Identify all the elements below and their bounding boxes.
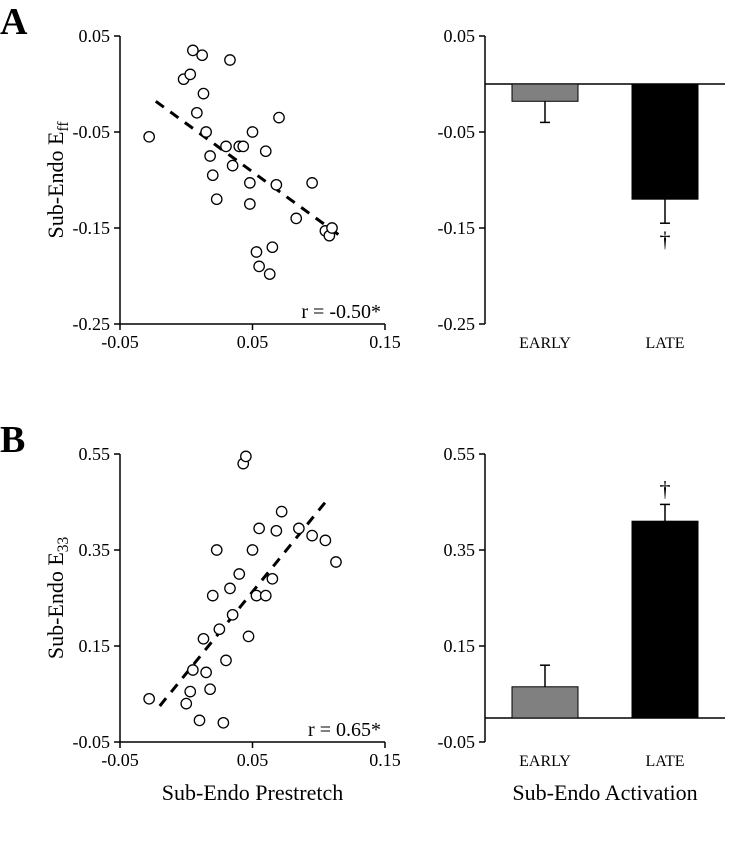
svg-text:LATE: LATE [645, 335, 684, 352]
svg-text:EARLY: EARLY [519, 335, 571, 352]
svg-text:-0.25: -0.25 [73, 314, 111, 334]
svg-text:EARLY: EARLY [519, 753, 571, 770]
svg-text:-0.05: -0.05 [438, 122, 476, 142]
svg-text:Sub-Endo E33: Sub-Endo E33 [45, 537, 72, 660]
svg-text:LATE: LATE [645, 753, 684, 770]
svg-text:0.55: 0.55 [444, 444, 476, 464]
svg-text:Sub-Endo Activation: Sub-Endo Activation [512, 780, 697, 805]
scatter-A: -0.25 -0.15 -0.05 0.05 -0.05 0.05 0.15 r = -0.5… [45, 24, 405, 374]
svg-text:0.35: 0.35 [79, 540, 111, 560]
scatter-B: -0.05 0.15 0.35 0.55 -0.05 0.05 0.15 r = 0.65* S… [45, 442, 405, 837]
svg-text:-0.05: -0.05 [101, 332, 139, 352]
svg-text:†: † [660, 476, 671, 501]
svg-text:-0.05: -0.05 [438, 732, 476, 752]
svg-text:0.05: 0.05 [444, 26, 476, 46]
svg-text:0.05: 0.05 [79, 26, 111, 46]
svg-text:0.05: 0.05 [237, 332, 269, 352]
svg-text:0.35: 0.35 [444, 540, 476, 560]
svg-text:-0.05: -0.05 [101, 750, 139, 770]
svg-text:r = -0.50*: r = -0.50* [301, 301, 381, 323]
panel-letter-B: B [0, 418, 25, 462]
panel-letter-A: A [0, 0, 27, 44]
bar-B: -0.05 0.15 0.35 0.55 EARLY LATE † Sub-Endo Acti… [420, 442, 740, 837]
svg-text:0.15: 0.15 [369, 332, 401, 352]
figure-root: A B -0.25 -0.15 -0.05 0.05 -0.05 0.05 0.15 r = … [0, 0, 748, 853]
bar-A: -0.25 -0.15 -0.05 0.05 EARLY LATE † [420, 24, 740, 374]
svg-text:0.15: 0.15 [369, 750, 401, 770]
svg-text:0.15: 0.15 [79, 636, 111, 656]
svg-text:-0.15: -0.15 [438, 218, 476, 238]
svg-text:-0.25: -0.25 [438, 314, 476, 334]
svg-text:0.05: 0.05 [237, 750, 269, 770]
svg-text:Sub-Endo Prestretch: Sub-Endo Prestretch [162, 780, 343, 805]
svg-text:0.15: 0.15 [444, 636, 476, 656]
svg-text:Sub-Endo Eff: Sub-Endo Eff [45, 121, 72, 239]
svg-text:-0.05: -0.05 [73, 732, 111, 752]
svg-text:0.55: 0.55 [79, 444, 111, 464]
svg-text:r = 0.65*: r = 0.65* [308, 719, 381, 741]
svg-text:-0.05: -0.05 [73, 122, 111, 142]
svg-text:†: † [660, 227, 671, 252]
svg-text:-0.15: -0.15 [73, 218, 111, 238]
